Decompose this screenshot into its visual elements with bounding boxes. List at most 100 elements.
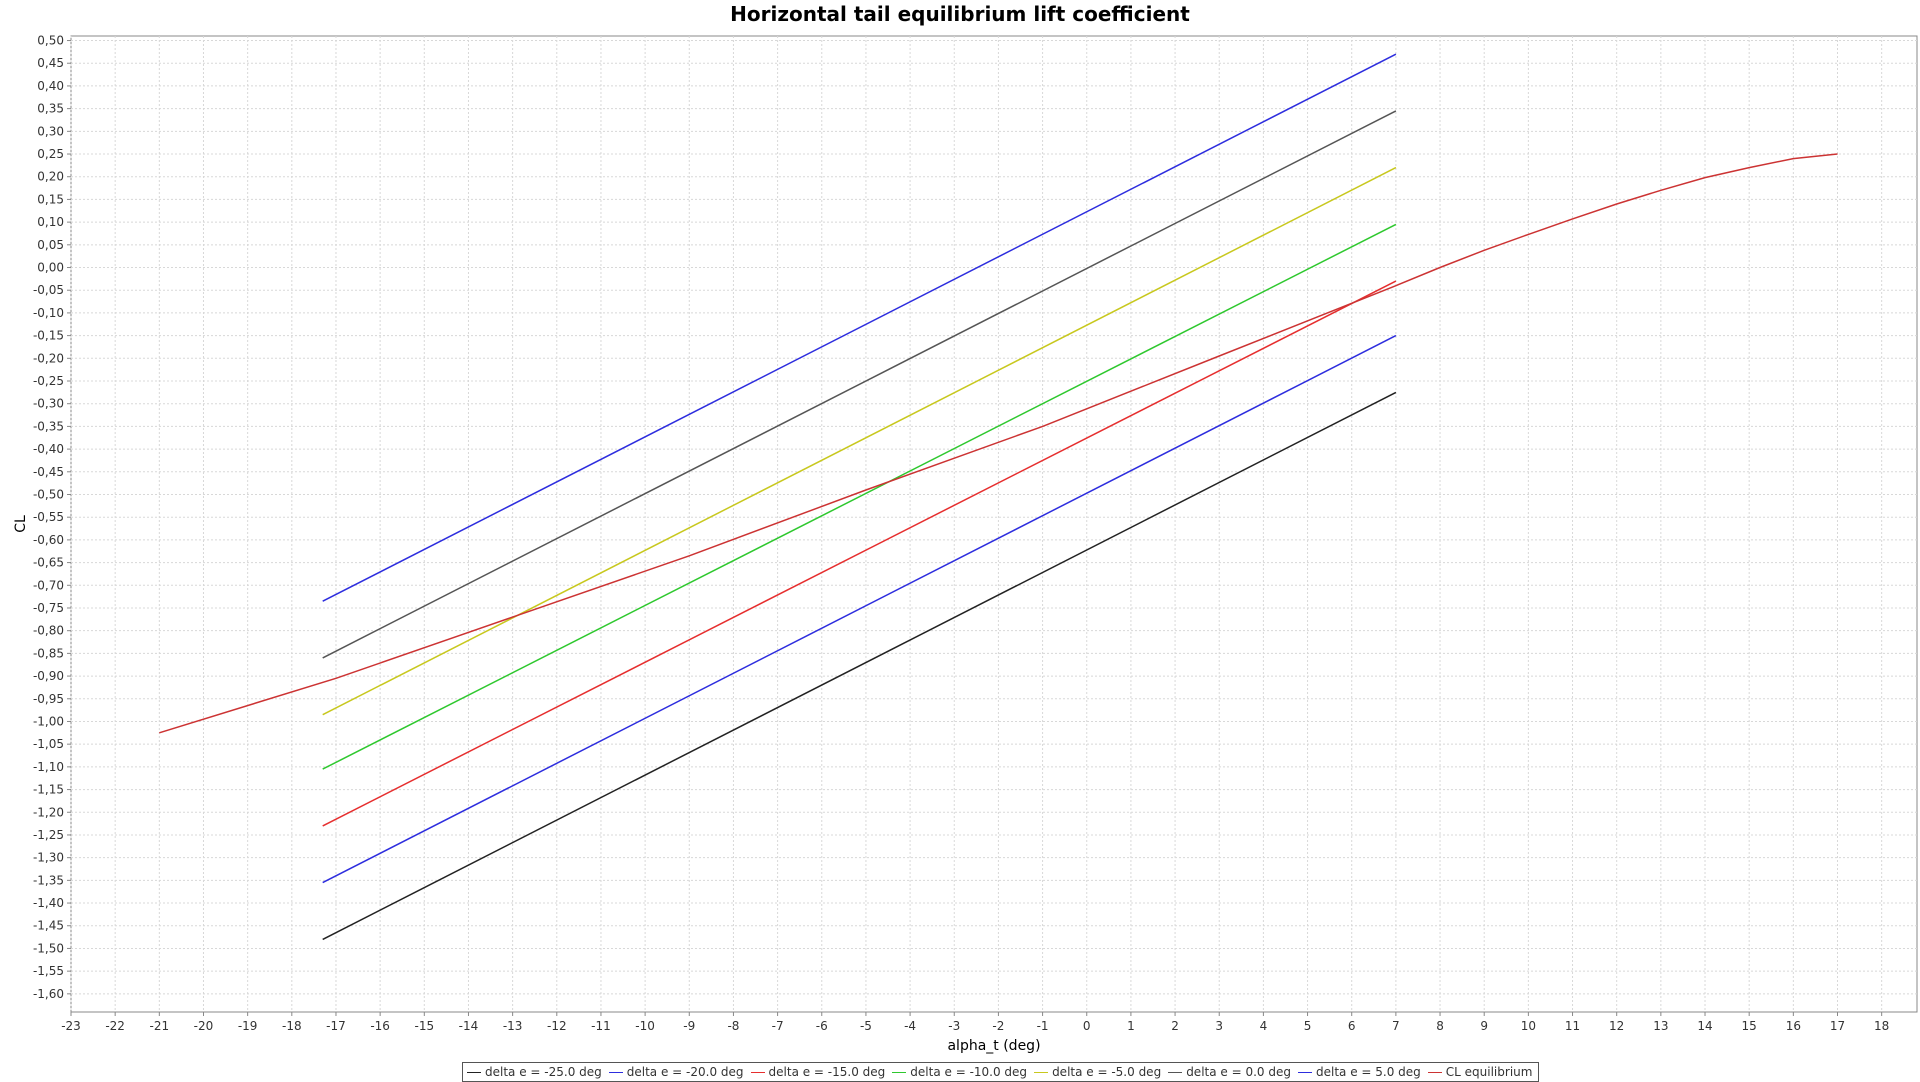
x-tick-label: -15 — [414, 1019, 434, 1033]
legend-swatch — [608, 1071, 623, 1073]
x-tick-label: -18 — [282, 1019, 302, 1033]
y-tick-label: 0,00 — [37, 261, 64, 275]
legend-swatch — [1427, 1071, 1442, 1073]
legend-label: delta e = -20.0 deg — [626, 1065, 744, 1079]
x-tick-label: -4 — [904, 1019, 916, 1033]
y-tick-label: 0,25 — [37, 147, 64, 161]
legend-item: delta e = -10.0 deg — [892, 1065, 1027, 1079]
x-tick-label: 11 — [1565, 1019, 1580, 1033]
y-tick-label: -1,05 — [33, 737, 64, 751]
series-line-2 — [322, 280, 1397, 827]
y-axis-label: CL — [13, 515, 29, 533]
legend-item: delta e = -15.0 deg — [750, 1065, 886, 1079]
x-tick-label: -5 — [860, 1019, 872, 1033]
x-tick-label: 16 — [1786, 1019, 1801, 1033]
legend-item: delta e = 5.0 deg — [1297, 1065, 1421, 1079]
legend-item: delta e = -20.0 deg — [608, 1065, 744, 1079]
x-tick-label: 0 — [1083, 1019, 1091, 1033]
legend-swatch — [892, 1071, 907, 1073]
y-tick-label: 0,20 — [37, 170, 64, 184]
y-tick-label: -1,60 — [33, 987, 64, 1001]
x-tick-label: -13 — [503, 1019, 523, 1033]
x-tick-label: 1 — [1127, 1019, 1135, 1033]
x-tick-label: 2 — [1171, 1019, 1179, 1033]
x-tick-label: 12 — [1609, 1019, 1624, 1033]
grid — [70, 36, 1917, 1012]
chart-title: Horizontal tail equilibrium lift coeffic… — [730, 2, 1190, 26]
y-tick-label: 0,35 — [37, 102, 64, 116]
x-tick-label: 4 — [1260, 1019, 1268, 1033]
legend-swatch — [467, 1071, 481, 1073]
series-line-0 — [322, 391, 1397, 941]
x-tick-label: -2 — [992, 1019, 1004, 1033]
y-tick-label: 0,15 — [37, 192, 64, 206]
y-tick-label: -1,40 — [33, 896, 64, 910]
y-tick-label: -1,20 — [33, 805, 64, 819]
y-tick-label: -1,15 — [33, 783, 64, 797]
legend-label: delta e = -10.0 deg — [910, 1065, 1028, 1079]
x-tick-label: 7 — [1392, 1019, 1400, 1033]
y-tick-label: -1,50 — [33, 941, 64, 955]
y-tick-label: -1,00 — [33, 714, 64, 728]
legend-label: CL equilibrium — [1445, 1065, 1533, 1079]
series-line-6 — [322, 53, 1397, 602]
legend-swatch — [750, 1071, 765, 1073]
x-tick-label: 14 — [1697, 1019, 1712, 1033]
y-tick-label: -0,25 — [33, 374, 64, 388]
legend-swatch — [1297, 1071, 1312, 1073]
x-tick-label: -21 — [150, 1019, 170, 1033]
series-line-1 — [322, 334, 1397, 884]
x-tick-label: -22 — [105, 1019, 125, 1033]
x-tick-label: -9 — [683, 1019, 695, 1033]
x-tick-label: -17 — [326, 1019, 346, 1033]
y-tick-label: 0,45 — [37, 56, 64, 70]
x-tick-label: -16 — [370, 1019, 390, 1033]
y-tick-label: -0,60 — [33, 533, 64, 547]
series-line-3 — [322, 223, 1397, 770]
y-tick-label: -0,45 — [33, 465, 64, 479]
y-tick-label: -1,10 — [33, 760, 64, 774]
x-tick-label: -1 — [1037, 1019, 1049, 1033]
plot-area — [70, 35, 1918, 1013]
y-tick-label: -0,65 — [33, 556, 64, 570]
x-tick-label: 10 — [1521, 1019, 1536, 1033]
y-tick-label: -0,40 — [33, 442, 64, 456]
y-tick-label: 0,40 — [37, 79, 64, 93]
y-tick-label: -0,70 — [33, 578, 64, 592]
x-tick-label: -14 — [459, 1019, 479, 1033]
x-tick-label: 13 — [1653, 1019, 1668, 1033]
x-tick-label: 3 — [1215, 1019, 1223, 1033]
legend-item: delta e = -25.0 deg — [467, 1065, 602, 1079]
legend-label: delta e = -5.0 deg — [1052, 1065, 1162, 1079]
legend-item: delta e = 0.0 deg — [1168, 1065, 1291, 1079]
legend-label: delta e = -15.0 deg — [768, 1065, 886, 1079]
y-tick-label: 0,30 — [37, 124, 64, 138]
y-tick-label: -0,20 — [33, 351, 64, 365]
legend: delta e = -25.0 deg delta e = -20.0 deg de… — [462, 1062, 1540, 1082]
x-tick-label: -10 — [635, 1019, 655, 1033]
y-tick-label: -1,25 — [33, 828, 64, 842]
series-line-7 — [159, 153, 1838, 734]
legend-swatch — [1168, 1071, 1183, 1073]
y-tick-label: -0,90 — [33, 669, 64, 683]
x-tick-label: -12 — [547, 1019, 567, 1033]
x-tick-label: 5 — [1304, 1019, 1312, 1033]
y-tick-label: -0,50 — [33, 487, 64, 501]
x-tick-label: -3 — [948, 1019, 960, 1033]
y-tick-label: -0,85 — [33, 646, 64, 660]
y-tick-label: -0,95 — [33, 692, 64, 706]
x-tick-label: 6 — [1348, 1019, 1356, 1033]
legend-item: CL equilibrium — [1427, 1065, 1533, 1079]
y-tick-label: -0,75 — [33, 601, 64, 615]
y-tick-label: -0,05 — [33, 283, 64, 297]
x-tick-label: 8 — [1436, 1019, 1444, 1033]
x-tick-label: 17 — [1830, 1019, 1845, 1033]
x-axis-label: alpha_t (deg) — [947, 1038, 1040, 1054]
x-tick-label: -6 — [816, 1019, 828, 1033]
y-tick-label: 0,10 — [37, 215, 64, 229]
x-tick-label: -23 — [61, 1019, 81, 1033]
y-tick-label: -0,15 — [33, 329, 64, 343]
y-tick-label: -1,45 — [33, 919, 64, 933]
x-tick-label: 18 — [1874, 1019, 1889, 1033]
x-tick-label: -11 — [591, 1019, 611, 1033]
